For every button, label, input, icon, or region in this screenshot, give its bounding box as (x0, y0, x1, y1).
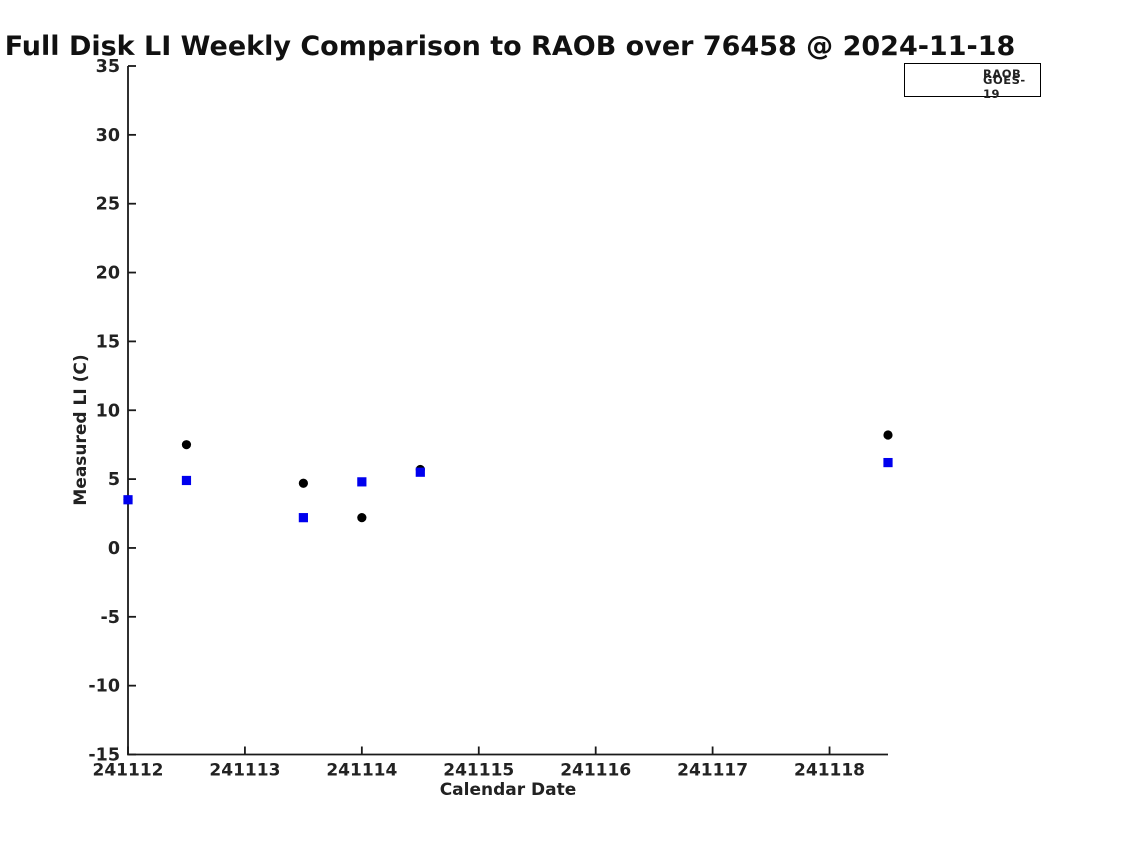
data-point-goes-19 (181, 475, 192, 486)
goes19-square-marker-icon (938, 82, 947, 91)
legend-item-raob: RAOB (905, 66, 1040, 81)
legend-label-goes19: GOES-19 (983, 72, 1026, 101)
raob-circle-marker-icon (938, 69, 947, 78)
y-tick-label: 30 (96, 126, 120, 146)
legend-item-goes19: GOES-19 (905, 73, 1040, 101)
y-tick-label: 15 (96, 332, 120, 352)
data-point-raob (181, 440, 192, 450)
y-tick-label: 35 (96, 57, 120, 77)
x-tick-label: 241116 (560, 761, 631, 781)
data-point-raob (357, 513, 367, 523)
data-point-goes-19 (357, 477, 367, 487)
x-tick-label: 241118 (794, 761, 865, 781)
y-axis-label: Measured LI (C) (71, 354, 91, 506)
data-point-goes-19 (298, 513, 308, 523)
x-tick-label: 241115 (443, 761, 514, 781)
x-tick-label: 241114 (326, 761, 397, 781)
y-tick-label: 0 (108, 539, 120, 559)
legend: RAOB GOES-19 (904, 63, 1041, 101)
y-tick-label: -15 (88, 746, 120, 766)
x-tick-label: 241117 (677, 761, 748, 781)
axis-spines (127, 66, 888, 756)
y-tick-label: 25 (96, 195, 120, 215)
data-point-goes-19 (123, 495, 133, 505)
y-tick-label: 10 (96, 401, 120, 421)
y-tick-label: 20 (96, 264, 120, 284)
y-tick-label: -5 (101, 608, 120, 628)
legend-label-raob: RAOB (983, 66, 1022, 81)
data-point-goes-19 (883, 457, 893, 468)
data-point-raob (298, 478, 308, 488)
data-point-goes-19 (415, 467, 425, 477)
y-tick-label: -10 (88, 677, 120, 697)
x-tick-label: 241113 (209, 761, 280, 781)
x-axis-label: Calendar Date (439, 780, 577, 800)
chart-title: Full Disk LI Weekly Comparison to RAOB o… (4, 31, 1016, 62)
data-point-raob (883, 430, 893, 440)
x-tick-label: 241112 (93, 761, 164, 781)
y-tick-label: 5 (108, 470, 120, 490)
